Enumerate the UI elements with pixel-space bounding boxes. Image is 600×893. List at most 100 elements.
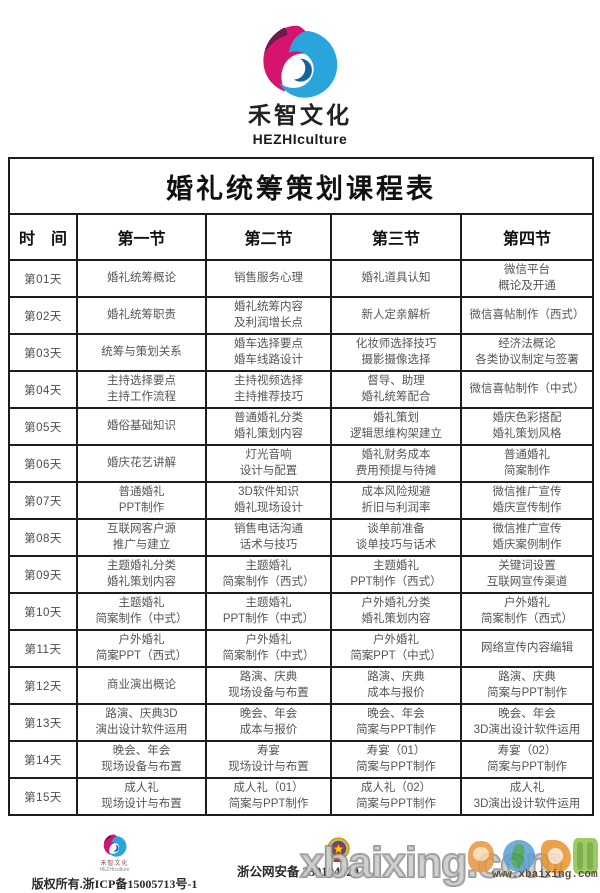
course-cell: 婚礼道具认知 bbox=[330, 258, 462, 299]
course-cell: 销售电话沟通 话术与技巧 bbox=[205, 518, 332, 558]
course-cell: 统筹与策划关系 bbox=[76, 333, 207, 373]
course-cell: 婚礼财务成本 费用预提与待摊 bbox=[330, 444, 462, 484]
table-row: 第09天 主题婚礼分类 婚礼策划内容 主题婚礼 简案制作（西式） 主题婚礼 PPT制作… bbox=[8, 555, 595, 595]
course-cell: 晚会、年会 简案与PPT制作 bbox=[330, 703, 462, 743]
course-cell: 商业演出概论 bbox=[76, 666, 207, 706]
course-cell: 寿宴（01） 简案与PPT制作 bbox=[330, 740, 462, 780]
day-cell: 第05天 bbox=[8, 407, 78, 447]
course-table-body: 第01天 婚礼统筹概论 销售服务心理 婚礼道具认知 微信平台 概论及开通 第02天 婚礼统筹… bbox=[8, 258, 595, 817]
course-cell: 主题婚礼 PPT制作（中式） bbox=[205, 592, 332, 632]
course-cell: 婚俗基础知识 bbox=[76, 407, 207, 447]
course-cell: 婚庆色彩搭配 婚礼策划风格 bbox=[459, 407, 595, 447]
course-cell: 互联网客户源 推广与建立 bbox=[76, 518, 207, 558]
course-cell: 户外婚礼 简案制作（中式） bbox=[205, 629, 332, 669]
course-cell: 微信喜帖制作（中式） bbox=[459, 370, 595, 410]
course-cell: 普通婚礼 简案制作 bbox=[459, 444, 595, 484]
day-cell: 第07天 bbox=[8, 481, 78, 521]
course-cell: 成人礼 3D演出设计软件运用 bbox=[459, 777, 595, 817]
table-row: 第10天 主题婚礼 简案制作（中式） 主题婚礼 PPT制作（中式） 户外婚礼分类 婚礼… bbox=[8, 592, 595, 632]
course-cell: 婚礼策划 逻辑思维构架建立 bbox=[330, 407, 462, 447]
course-cell: 灯光音响 设计与配置 bbox=[205, 444, 332, 484]
course-cell: 普通婚礼分类 婚礼策划内容 bbox=[205, 407, 332, 447]
day-cell: 第11天 bbox=[8, 629, 78, 669]
watermark-url-text: www.xbaixing.com bbox=[492, 869, 598, 881]
table-row: 第01天 婚礼统筹概论 销售服务心理 婚礼道具认知 微信平台 概论及开通 bbox=[8, 258, 595, 299]
table-row: 第08天 互联网客户源 推广与建立 销售电话沟通 话术与技巧 谈单前准备 谈单技巧与话… bbox=[8, 518, 595, 558]
course-cell: 晚会、年会 现场设备与布置 bbox=[76, 740, 207, 780]
course-cell: 婚礼统筹内容 及利润增长点 bbox=[205, 296, 332, 336]
course-cell: 督导、助理 婚礼统筹配合 bbox=[330, 370, 462, 410]
table-row: 第06天 婚庆花艺讲解 灯光音响 设计与配置 婚礼财务成本 费用预提与待摊 普通婚礼 简… bbox=[8, 444, 595, 484]
table-row: 第04天 主持选择要点 主持工作流程 主持视频选择 主持推荐技巧 督导、助理 婚礼统筹… bbox=[8, 370, 595, 410]
course-cell: 3D软件知识 婚礼现场设计 bbox=[205, 481, 332, 521]
police-badge-icon bbox=[327, 837, 350, 862]
course-cell: 关键词设置 互联网宣传渠道 bbox=[459, 555, 595, 595]
table-title-row: 婚礼统筹策划课程表 bbox=[7, 157, 595, 215]
day-cell: 第06天 bbox=[8, 444, 78, 484]
watermark-mascot-icon bbox=[468, 841, 494, 872]
table-row: 第14天 晚会、年会 现场设备与布置 寿宴 现场设计与布置 寿宴（01） 简案与PPT… bbox=[8, 740, 595, 780]
course-cell: 成人礼（01） 简案与PPT制作 bbox=[205, 777, 332, 817]
course-cell: 成人礼（02） 简案与PPT制作 bbox=[330, 777, 462, 817]
table-row: 第12天 商业演出概论 路演、庆典 现场设备与布置 路演、庆典 成本与报价 路演、庆典 … bbox=[8, 666, 595, 706]
day-cell: 第02天 bbox=[8, 296, 78, 336]
table-row: 第05天 婚俗基础知识 普通婚礼分类 婚礼策划内容 婚礼策划 逻辑思维构架建立 婚庆色彩… bbox=[8, 407, 595, 447]
course-cell: 主持视频选择 主持推荐技巧 bbox=[205, 370, 332, 410]
table-row: 第11天 户外婚礼 简案PPT（西式） 户外婚礼 简案制作（中式） 户外婚礼 简案PP… bbox=[8, 629, 595, 669]
course-cell: 经济法概论 各类协议制定与签署 bbox=[459, 333, 595, 373]
day-cell: 第12天 bbox=[8, 666, 78, 706]
column-header-section-4: 第四节 bbox=[459, 213, 595, 261]
table-row: 第02天 婚礼统筹职责 婚礼统筹内容 及利润增长点 新人定亲解析 微信喜帖制作（西式） bbox=[8, 296, 595, 336]
course-cell: 微信推广宣传 婚庆案例制作 bbox=[459, 518, 595, 558]
course-cell: 户外婚礼 简案PPT（西式） bbox=[76, 629, 207, 669]
course-cell: 路演、庆典 成本与报价 bbox=[330, 666, 462, 706]
footer-mini-brand-latin: HEZHIculture bbox=[99, 867, 130, 873]
course-cell: 寿宴（02） 简案与PPT制作 bbox=[459, 740, 595, 780]
column-header-section-2: 第二节 bbox=[205, 213, 332, 261]
column-header-section-1: 第一节 bbox=[76, 213, 207, 261]
day-cell: 第09天 bbox=[8, 555, 78, 595]
course-schedule-table: 婚礼统筹策划课程表 时 间 第一节 第二节 第三节 第四节 第01天 婚礼统筹概论… bbox=[7, 157, 595, 817]
column-header-section-3: 第三节 bbox=[330, 213, 462, 261]
course-cell: 主题婚礼 简案制作（中式） bbox=[76, 592, 207, 632]
footer-copyright-block: 禾智文化 HEZHIculture 版权所有.浙ICP备15005713号-1 bbox=[22, 834, 207, 892]
course-cell: 主题婚礼 PPT制作（西式） bbox=[330, 555, 462, 595]
copyright-text: 版权所有.浙ICP备15005713号-1 bbox=[31, 877, 198, 891]
course-cell: 成本风险规避 折旧与利润率 bbox=[330, 481, 462, 521]
day-cell: 第14天 bbox=[8, 740, 78, 780]
course-cell: 销售服务心理 bbox=[205, 258, 332, 299]
table-title: 婚礼统筹策划课程表 bbox=[7, 157, 595, 215]
course-cell: 主持选择要点 主持工作流程 bbox=[76, 370, 207, 410]
day-cell: 第03天 bbox=[8, 333, 78, 373]
course-cell: 普通婚礼 PPT制作 bbox=[76, 481, 207, 521]
brand-header: 禾智文化 HEZHIculture bbox=[0, 24, 600, 147]
brand-latin: HEZHIculture bbox=[252, 131, 348, 147]
course-cell: 微信平台 概论及开通 bbox=[459, 258, 595, 299]
day-cell: 第08天 bbox=[8, 518, 78, 558]
course-cell: 新人定亲解析 bbox=[330, 296, 462, 336]
course-cell: 主题婚礼分类 婚礼策划内容 bbox=[76, 555, 207, 595]
watermark-orange-glyph-icon bbox=[541, 840, 571, 873]
course-cell: 婚礼统筹职责 bbox=[76, 296, 207, 336]
brand-name: 禾智文化 bbox=[248, 102, 352, 128]
course-cell: 户外婚礼 简案制作（西式） bbox=[459, 592, 595, 632]
course-cell: 路演、庆典 简案与PPT制作 bbox=[459, 666, 595, 706]
table-row: 第07天 普通婚礼 PPT制作 3D软件知识 婚礼现场设计 成本风险规避 折旧与利润率… bbox=[8, 481, 595, 521]
table-row: 第15天 成人礼 现场设计与布置 成人礼（01） 简案与PPT制作 成人礼（02） 简… bbox=[8, 777, 595, 817]
course-cell: 路演、庆典3D 演出设计软件运用 bbox=[76, 703, 207, 743]
day-cell: 第01天 bbox=[8, 258, 78, 299]
day-cell: 第10天 bbox=[8, 592, 78, 632]
course-cell: 微信喜帖制作（西式） bbox=[459, 296, 595, 336]
column-header-time: 时 间 bbox=[8, 213, 78, 261]
table-row: 第03天 统筹与策划关系 婚车选择要点 婚车线路设计 化妆师选择技巧 摄影摄像选择 经济… bbox=[8, 333, 595, 373]
day-cell: 第04天 bbox=[8, 370, 78, 410]
day-cell: 第13天 bbox=[8, 703, 78, 743]
course-cell: 谈单前准备 谈单技巧与话术 bbox=[330, 518, 462, 558]
course-cell: 户外婚礼 简案PPT（中式） bbox=[330, 629, 462, 669]
course-cell: 微信推广宣传 婚庆宣传制作 bbox=[459, 481, 595, 521]
course-cell: 主题婚礼 简案制作（西式） bbox=[205, 555, 332, 595]
course-cell: 成人礼 现场设计与布置 bbox=[76, 777, 207, 817]
course-cell: 化妆师选择技巧 摄影摄像选择 bbox=[330, 333, 462, 373]
brand-logo-icon bbox=[263, 25, 338, 98]
security-record-text: 浙公网安备 330104020 bbox=[237, 865, 359, 879]
